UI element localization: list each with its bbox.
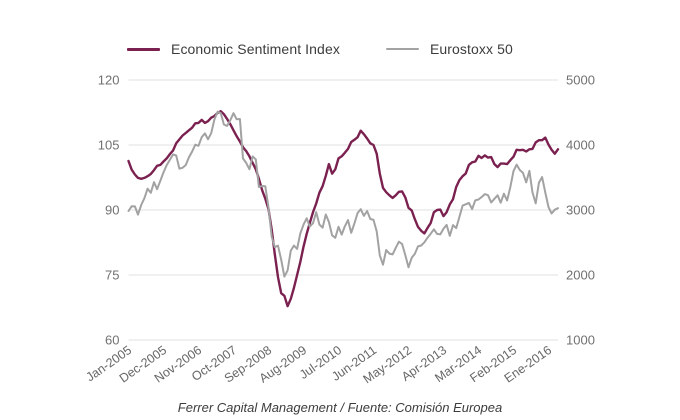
y-axis-tick-left: 75 <box>105 268 119 283</box>
y-axis-tick-right: 4000 <box>566 138 595 153</box>
y-axis-right-labels: 5000 4000 3000 2000 1000 <box>566 73 595 348</box>
y-axis-tick-right: 1000 <box>566 333 595 348</box>
y-axis-left-labels: 120 105 90 75 60 <box>98 73 120 348</box>
y-axis-tick-right: 5000 <box>566 73 595 88</box>
y-axis-tick-left: 60 <box>105 333 119 348</box>
y-axis-tick-right: 2000 <box>566 268 595 283</box>
esi-line-swatch-icon <box>127 47 160 51</box>
legend-label-esi: Economic Sentiment Index <box>171 41 340 57</box>
esi-line <box>127 109 560 308</box>
eurostoxx-line <box>127 110 559 278</box>
y-axis-tick-left: 105 <box>98 138 120 153</box>
series-lines-group <box>127 109 560 308</box>
y-axis-tick-left: 90 <box>105 203 119 218</box>
legend-label-eurostoxx: Eurostoxx 50 <box>429 41 513 57</box>
chart-legend: Economic Sentiment Index Eurostoxx 50 <box>127 41 513 57</box>
gridlines-group <box>128 79 558 341</box>
legend-item-eurostoxx: Eurostoxx 50 <box>385 41 513 57</box>
y-axis-tick-left: 120 <box>98 73 120 88</box>
y-axis-tick-right: 3000 <box>566 203 595 218</box>
legend-item-esi: Economic Sentiment Index <box>127 41 340 57</box>
chart-caption: Ferrer Capital Management / Fuente: Comi… <box>177 400 503 415</box>
x-axis-labels: Jan-2005Dec-2005Nov-2006Oct-2007Sep-2008… <box>83 343 554 386</box>
eurostoxx-line-swatch-icon <box>385 47 419 51</box>
